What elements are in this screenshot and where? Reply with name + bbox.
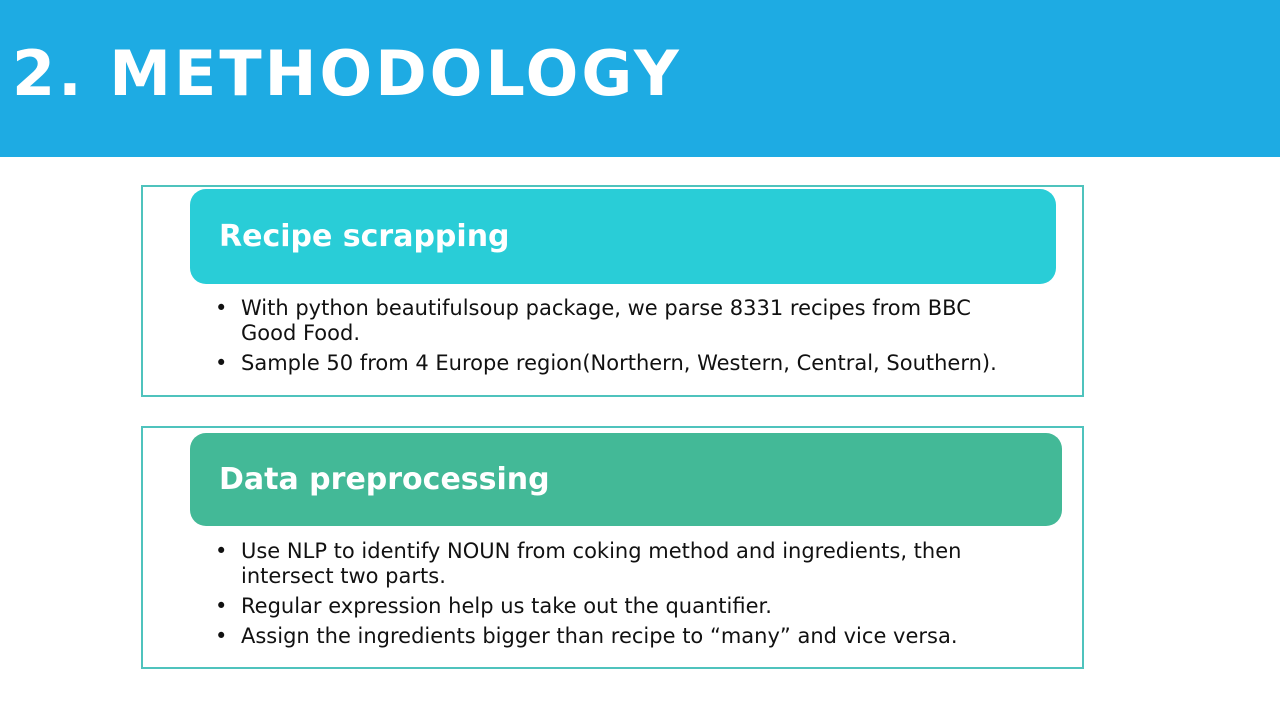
bullet-dot-icon: •: [215, 594, 228, 618]
section-header-recipe-scrapping: Recipe scrapping: [190, 189, 1056, 284]
section-header-data-preprocessing: Data preprocessing: [190, 433, 1062, 526]
section-heading: Data preprocessing: [219, 461, 550, 497]
bullet-list: • With python beautifulsoup package, we …: [215, 296, 1015, 381]
bullet-item: • Regular expression help us take out th…: [215, 594, 1015, 619]
bullet-text: Use NLP to identify NOUN from coking met…: [241, 539, 962, 588]
bullet-item: • With python beautifulsoup package, we …: [215, 296, 1015, 346]
bullet-text: Sample 50 from 4 Europe region(Northern,…: [241, 351, 997, 375]
bullet-dot-icon: •: [215, 351, 228, 375]
section-data-preprocessing: Data preprocessing • Use NLP to identify…: [141, 426, 1084, 669]
bullet-text: Regular expression help us take out the …: [241, 594, 772, 618]
bullet-dot-icon: •: [215, 539, 228, 563]
bullet-dot-icon: •: [215, 624, 228, 648]
section-heading: Recipe scrapping: [219, 218, 510, 254]
bullet-list: • Use NLP to identify NOUN from coking m…: [215, 539, 1015, 654]
bullet-text: With python beautifulsoup package, we pa…: [241, 296, 971, 345]
bullet-text: Assign the ingredients bigger than recip…: [241, 624, 958, 648]
bullet-item: • Sample 50 from 4 Europe region(Norther…: [215, 351, 1015, 376]
bullet-dot-icon: •: [215, 296, 228, 320]
section-recipe-scrapping: Recipe scrapping • With python beautiful…: [141, 185, 1084, 397]
title-bar: 2. METHODOLOGY: [0, 0, 1280, 157]
bullet-item: • Use NLP to identify NOUN from coking m…: [215, 539, 1015, 589]
slide-title: 2. METHODOLOGY: [12, 37, 682, 110]
bullet-item: • Assign the ingredients bigger than rec…: [215, 624, 1015, 649]
